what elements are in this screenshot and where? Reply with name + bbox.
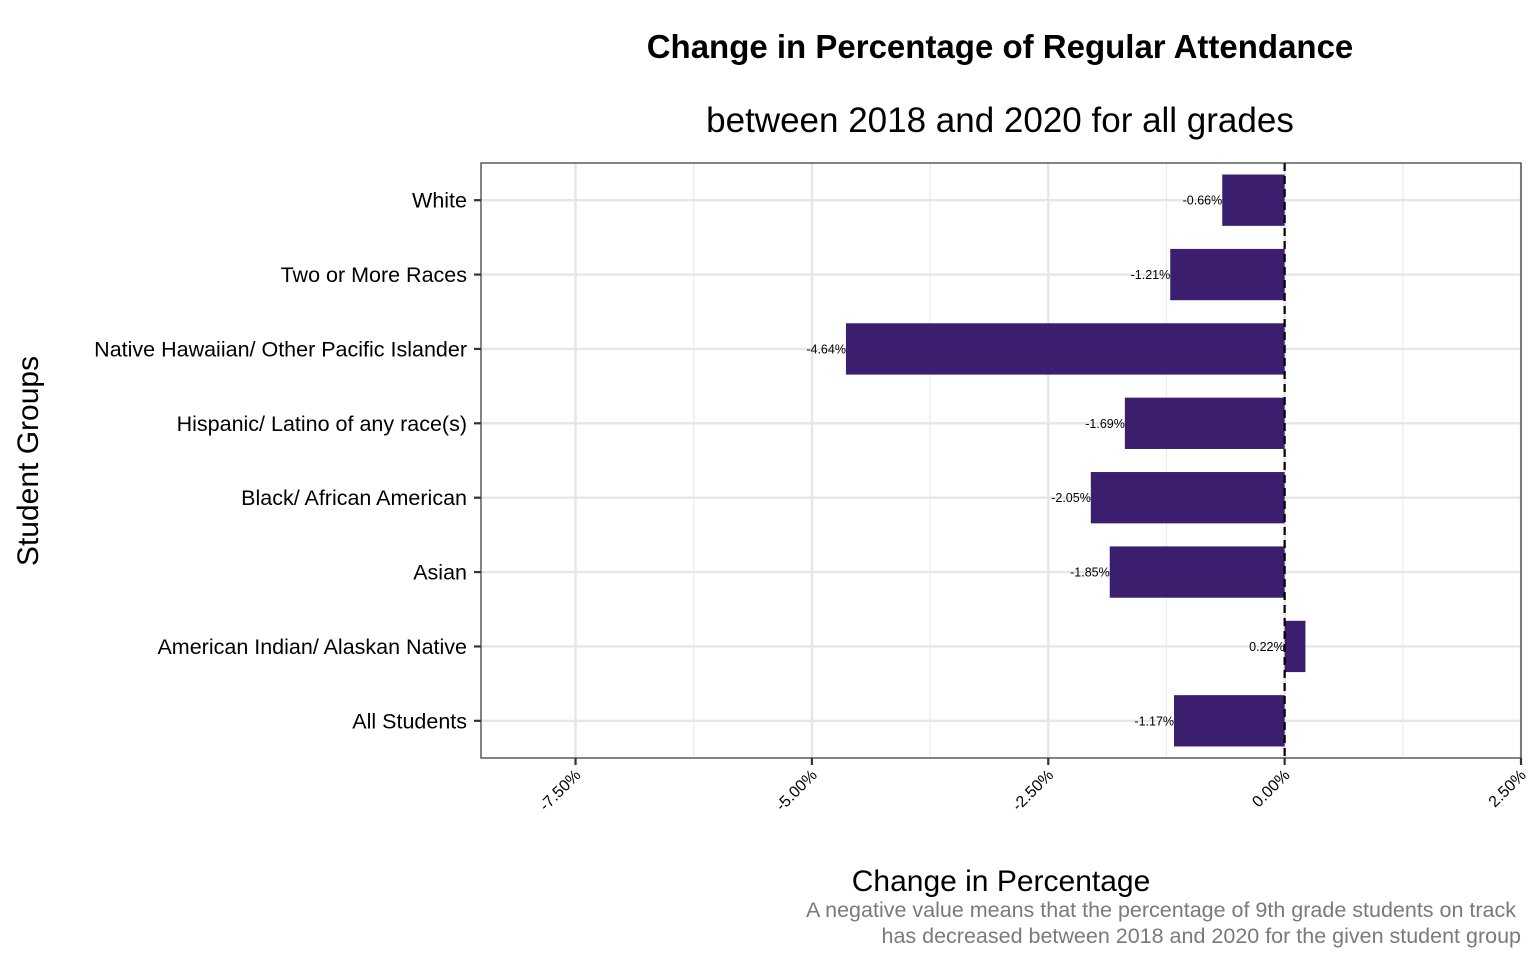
bar-value-label: 0.22% bbox=[1249, 640, 1284, 654]
y-tick-label: Asian bbox=[413, 561, 467, 585]
bar-value-label: -0.66% bbox=[1183, 194, 1223, 208]
grid-major bbox=[481, 163, 1523, 758]
y-tick-label: Hispanic/ Latino of any race(s) bbox=[177, 412, 467, 436]
y-tick-label: Black/ African American bbox=[241, 486, 467, 510]
bars bbox=[845, 174, 1306, 747]
chart-subtitle: between 2018 and 2020 for all grades bbox=[706, 101, 1294, 140]
bar bbox=[1170, 248, 1285, 301]
y-axis: All Students American Indian/ Alaskan Nat… bbox=[94, 189, 481, 733]
bar-value-label: -1.85% bbox=[1070, 566, 1110, 580]
bar-labels: -1.17% 0.22% -1.85% -2.05% -1.69% -4.64% -1.21… bbox=[806, 194, 1284, 729]
bar bbox=[1284, 620, 1306, 673]
bar-value-label: -1.69% bbox=[1085, 417, 1125, 431]
x-axis: -7.50% -5.00% -2.50% 0.00% 2.50% bbox=[537, 758, 1530, 815]
y-tick-label: All Students bbox=[352, 709, 467, 733]
x-tick-label: 2.50% bbox=[1486, 767, 1530, 811]
bar-value-label: -4.64% bbox=[806, 342, 846, 356]
caption-line-1: A negative value means that the percenta… bbox=[806, 898, 1516, 922]
x-tick-label: -5.00% bbox=[773, 767, 821, 815]
plot-area: -1.17% 0.22% -1.85% -2.05% -1.69% -4.64% -1.21… bbox=[480, 162, 1523, 759]
plot-background bbox=[481, 163, 1521, 758]
bar bbox=[1222, 174, 1285, 226]
bar bbox=[845, 323, 1285, 375]
grid-minor bbox=[693, 163, 1404, 758]
x-axis-label: Change in Percentage bbox=[852, 865, 1151, 898]
caption-line-2: has decreased between 2018 and 2020 for … bbox=[881, 924, 1521, 948]
x-tick-label: -2.50% bbox=[1009, 767, 1057, 815]
bar bbox=[1124, 397, 1285, 449]
bar bbox=[1090, 472, 1285, 524]
y-tick-label: American Indian/ Alaskan Native bbox=[157, 635, 467, 659]
y-tick-label: White bbox=[412, 189, 467, 213]
bar-value-label: -1.21% bbox=[1131, 268, 1171, 282]
y-tick-label: Two or More Races bbox=[281, 263, 467, 287]
bar bbox=[1109, 546, 1285, 598]
bar bbox=[1174, 695, 1285, 747]
y-tick-label: Native Hawaiian/ Other Pacific Islander bbox=[94, 337, 467, 361]
bar-value-label: -1.17% bbox=[1134, 714, 1174, 728]
chart-title: Change in Percentage of Regular Attendan… bbox=[647, 28, 1354, 65]
y-axis-label: Student Groups bbox=[12, 356, 45, 566]
x-tick-label: 0.00% bbox=[1249, 767, 1293, 811]
bar-value-label: -2.05% bbox=[1051, 491, 1091, 505]
plot-border bbox=[480, 162, 1522, 759]
x-tick-label: -7.50% bbox=[537, 767, 585, 815]
